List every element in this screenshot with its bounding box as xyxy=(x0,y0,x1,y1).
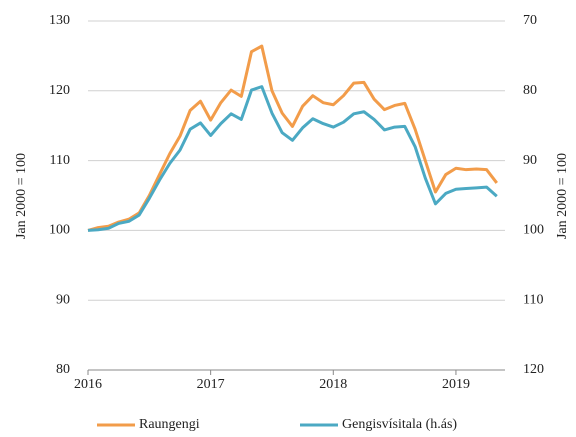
x-tick-label: 2016 xyxy=(74,377,102,392)
y-tick-label: 120 xyxy=(49,83,70,98)
y2-tick-label: 100 xyxy=(523,223,544,238)
y-tick-label: 110 xyxy=(50,153,70,168)
y-tick-label: 80 xyxy=(56,362,70,377)
x-tick-label: 2018 xyxy=(319,377,347,392)
y2-tick-label: 90 xyxy=(523,153,537,168)
legend-label: Gengisvísitala (h.ás) xyxy=(342,417,457,432)
y2-tick-label: 120 xyxy=(523,362,544,377)
y2-tick-label: 80 xyxy=(523,83,537,98)
series-line xyxy=(87,85,498,232)
series-line xyxy=(87,44,498,232)
y-tick-label: 90 xyxy=(56,292,70,307)
x-tick-label: 2017 xyxy=(197,377,225,392)
y-tick-label: 130 xyxy=(49,13,70,28)
y-axis-label: Jan 2000 = 100 xyxy=(14,153,29,239)
y2-axis-label: Jan 2000 = 100 xyxy=(555,153,570,239)
x-tick-label: 2019 xyxy=(442,377,470,392)
y2-tick-label: 110 xyxy=(523,292,543,307)
legend-label: Raungengi xyxy=(139,417,200,432)
y2-tick-label: 70 xyxy=(523,13,537,28)
y-tick-label: 100 xyxy=(49,223,70,238)
